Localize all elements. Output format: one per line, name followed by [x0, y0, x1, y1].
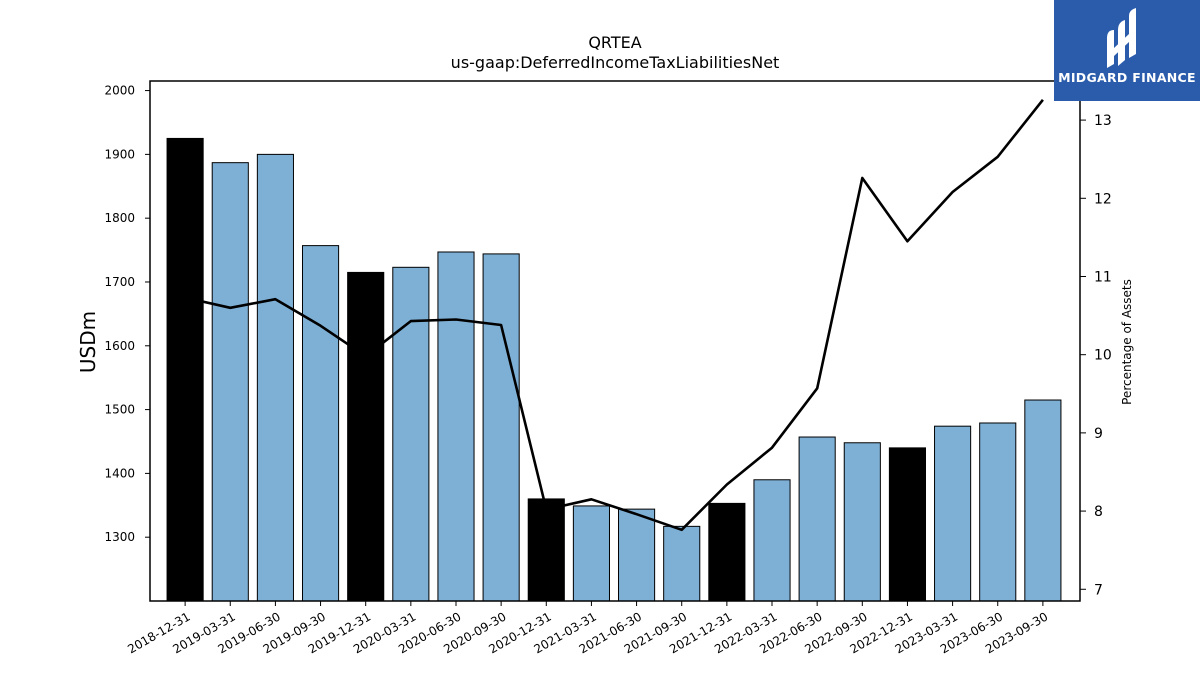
y2-axis-label: Percentage of Assets	[1120, 279, 1134, 405]
chart-title: QRTEA	[588, 33, 641, 52]
bar-2020-09-30	[482, 253, 520, 602]
y2-tick-label-7: 7	[1094, 582, 1103, 598]
bars-group	[166, 137, 1062, 602]
y-axis-label: USDm	[76, 311, 100, 373]
y-tick-label-1600: 1600	[104, 339, 135, 353]
bar-2018-12-31	[166, 137, 204, 602]
bar-2020-03-31	[392, 266, 430, 602]
y-tick-label-2000: 2000	[104, 84, 135, 98]
brand-logo: MIDGARD FINANCE	[1054, 0, 1200, 101]
y2-tick-label-12: 12	[1094, 191, 1112, 207]
bar-2021-12-31	[708, 502, 746, 602]
plot-frame	[149, 80, 1081, 602]
bar-2023-09-30	[1024, 399, 1062, 602]
chart-subtitle: us-gaap:DeferredIncomeTaxLiabilitiesNet	[451, 53, 780, 72]
midgard-logo-icon	[1107, 8, 1136, 68]
pct-assets-line	[184, 98, 1044, 532]
bar-2021-09-30	[663, 525, 701, 602]
y2-tick-label-9: 9	[1094, 426, 1103, 442]
y-tick-label-1700: 1700	[104, 275, 135, 289]
bar-2021-03-31	[572, 505, 610, 602]
y-tick-label-1900: 1900	[104, 147, 135, 161]
y2-tick-label-11: 11	[1094, 269, 1112, 285]
line-group	[184, 98, 1044, 532]
bar-2022-06-30	[798, 436, 836, 602]
bar-2023-03-31	[934, 425, 972, 602]
bar-2023-06-30	[979, 422, 1017, 602]
y-tick-label-1400: 1400	[104, 466, 135, 480]
bar-2019-09-30	[301, 245, 340, 602]
bar-2020-06-30	[437, 251, 475, 602]
brand-name: MIDGARD FINANCE	[1058, 70, 1196, 85]
y-tick-label-1500: 1500	[104, 403, 135, 417]
bar-2019-06-30	[256, 153, 294, 602]
bar-2022-09-30	[843, 442, 881, 602]
bar-2019-12-31	[347, 271, 385, 602]
y-tick-label-1800: 1800	[104, 211, 135, 225]
bar-2022-12-31	[888, 447, 927, 602]
y2-tick-label-13: 13	[1094, 113, 1112, 129]
y2-tick-label-8: 8	[1094, 504, 1103, 520]
bar-2021-06-30	[618, 508, 656, 602]
bar-2022-03-31	[753, 479, 791, 602]
y2-tick-label-10: 10	[1094, 348, 1112, 364]
bar-2020-12-31	[527, 498, 565, 602]
bar-2019-03-31	[211, 162, 249, 602]
y-tick-label-1300: 1300	[104, 530, 135, 544]
